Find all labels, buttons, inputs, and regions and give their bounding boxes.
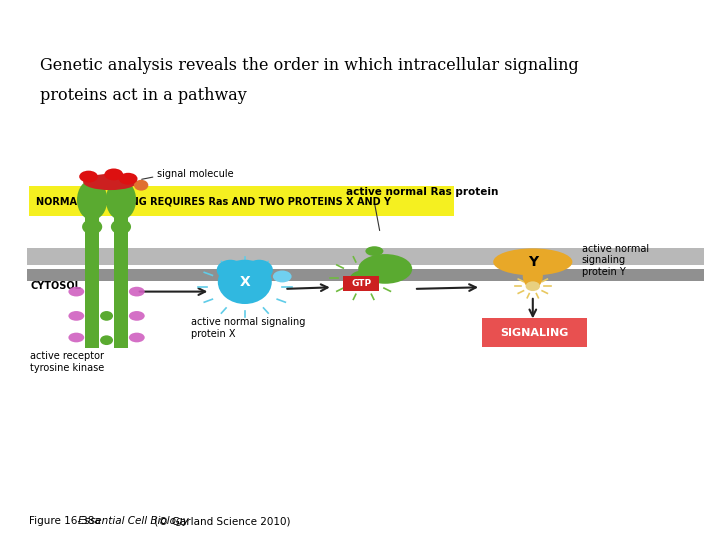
Ellipse shape bbox=[68, 287, 84, 296]
Ellipse shape bbox=[119, 173, 138, 185]
Text: GTP: GTP bbox=[351, 279, 372, 288]
Text: Y: Y bbox=[528, 255, 538, 269]
Ellipse shape bbox=[246, 260, 273, 280]
FancyBboxPatch shape bbox=[343, 276, 379, 291]
Text: NORMAL SIGNALING REQUIRES Ras AND TWO PROTEINS X AND Y: NORMAL SIGNALING REQUIRES Ras AND TWO PR… bbox=[36, 196, 391, 206]
Ellipse shape bbox=[68, 333, 84, 342]
Text: active normal Ras protein: active normal Ras protein bbox=[346, 187, 498, 197]
Ellipse shape bbox=[111, 219, 131, 234]
Ellipse shape bbox=[129, 333, 145, 342]
Bar bbox=[29, 186, 454, 216]
Ellipse shape bbox=[493, 248, 572, 275]
Text: (© Garland Science 2010): (© Garland Science 2010) bbox=[151, 516, 291, 526]
Ellipse shape bbox=[129, 311, 145, 321]
Text: signal molecule: signal molecule bbox=[157, 170, 233, 179]
Ellipse shape bbox=[526, 281, 540, 291]
Ellipse shape bbox=[273, 271, 292, 282]
Ellipse shape bbox=[100, 311, 113, 321]
Ellipse shape bbox=[349, 271, 378, 289]
Text: active normal
signaling
protein Y: active normal signaling protein Y bbox=[582, 244, 649, 277]
Text: Essential Cell Biology: Essential Cell Biology bbox=[78, 516, 189, 526]
Ellipse shape bbox=[359, 254, 413, 284]
Bar bbox=[114, 184, 128, 348]
Text: X: X bbox=[240, 275, 250, 289]
Ellipse shape bbox=[106, 179, 136, 220]
Ellipse shape bbox=[84, 174, 137, 190]
FancyBboxPatch shape bbox=[482, 318, 587, 347]
Ellipse shape bbox=[217, 260, 244, 280]
Ellipse shape bbox=[82, 219, 102, 234]
Bar bbox=[27, 269, 704, 281]
Ellipse shape bbox=[134, 180, 148, 191]
Bar bbox=[85, 184, 99, 348]
Text: active normal signaling
protein X: active normal signaling protein X bbox=[191, 317, 305, 339]
Ellipse shape bbox=[100, 335, 113, 345]
Ellipse shape bbox=[218, 260, 272, 304]
Ellipse shape bbox=[366, 246, 384, 256]
Ellipse shape bbox=[68, 311, 84, 321]
Ellipse shape bbox=[79, 171, 98, 183]
Ellipse shape bbox=[104, 168, 123, 180]
Ellipse shape bbox=[77, 179, 107, 220]
Bar bbox=[27, 248, 704, 265]
Text: Genetic analysis reveals the order in which intracellular signaling: Genetic analysis reveals the order in wh… bbox=[40, 57, 578, 73]
Text: active receptor
tyrosine kinase: active receptor tyrosine kinase bbox=[30, 351, 104, 373]
Text: proteins act in a pathway: proteins act in a pathway bbox=[40, 87, 246, 104]
Ellipse shape bbox=[129, 287, 145, 296]
Ellipse shape bbox=[523, 262, 543, 289]
Text: SIGNALING: SIGNALING bbox=[500, 328, 568, 338]
Text: Figure 16-38a: Figure 16-38a bbox=[29, 516, 107, 526]
Text: CYTOSOL: CYTOSOL bbox=[30, 281, 81, 291]
